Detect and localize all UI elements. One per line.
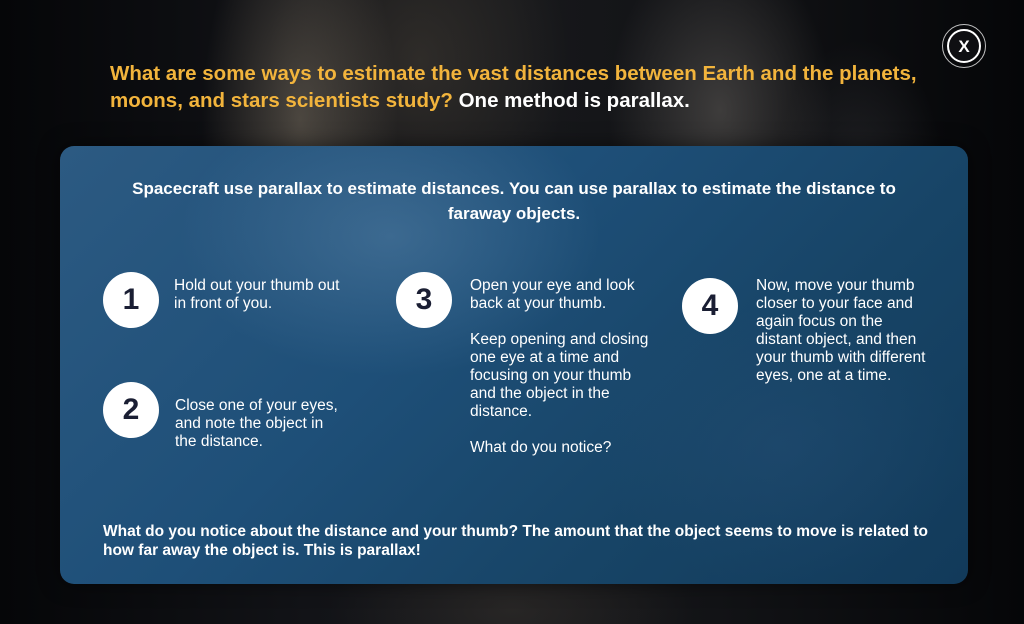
step-3-badge: 3 [396,272,452,328]
headline-answer: One method is parallax. [458,89,690,112]
step-1-text: Hold out your thumb out in front of you. [174,277,354,313]
step-2-paragraph: Close one of your eyes, and note the obj… [175,397,338,450]
close-icon: X [947,29,981,63]
step-4-badge: 4 [682,278,738,334]
step-1-paragraph: Hold out your thumb out in front of you. [174,277,340,312]
panel-intro: Spacecraft use parallax to estimate dist… [132,179,896,223]
step-1-badge: 1 [103,272,159,328]
close-button[interactable]: X [942,24,986,68]
step-3-text: Open your eye and look back at your thum… [470,277,650,457]
step-2-text: Close one of your eyes, and note the obj… [175,397,345,451]
step-3-paragraph-2: Keep opening and closing one eye at a ti… [470,331,649,420]
step-3-paragraph-3: What do you notice? [470,439,612,456]
headline: What are some ways to estimate the vast … [110,60,930,114]
panel-conclusion: What do you notice about the distance an… [103,523,929,559]
headline-question: What are some ways to estimate the vast … [110,62,917,112]
step-3-paragraph-1: Open your eye and look back at your thum… [470,277,635,312]
step-2-badge: 2 [103,382,159,438]
instructions-panel: Spacecraft use parallax to estimate dist… [60,146,968,584]
step-4-text: Now, move your thumb closer to your face… [756,277,931,385]
step-4-paragraph: Now, move your thumb closer to your face… [756,277,926,384]
